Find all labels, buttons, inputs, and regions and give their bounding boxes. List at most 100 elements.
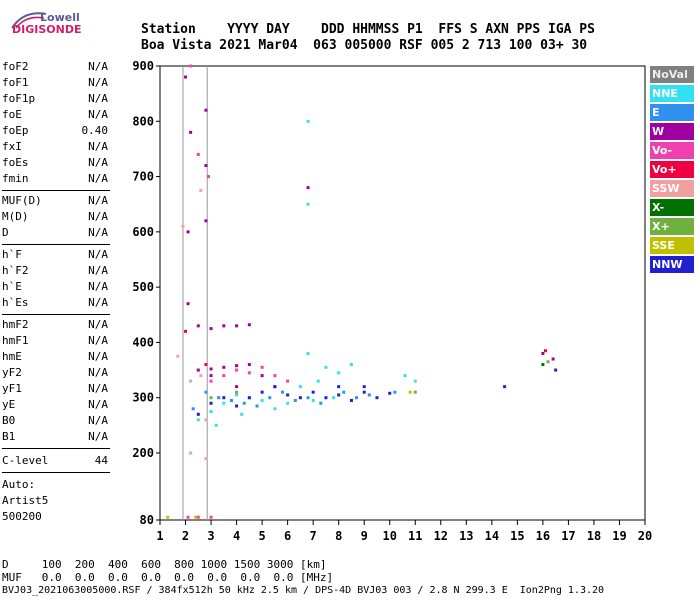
param-value: N/A (88, 76, 108, 89)
param-name: yE (2, 398, 16, 411)
data-point-ssw (199, 374, 203, 378)
auto-text-1: Artist5 (2, 494, 49, 507)
y-tick-label: 300 (132, 391, 154, 405)
param-value: 0.40 (81, 124, 109, 137)
x-tick-label: 7 (310, 529, 317, 543)
legend-item-nne: NNE (650, 85, 694, 102)
param-value: N/A (88, 334, 108, 347)
data-point-ssw (204, 457, 208, 461)
data-point-w (260, 374, 264, 378)
legend-item-e: E (650, 104, 694, 121)
param-g1-4: foEp 0.40 (2, 124, 108, 140)
x-tick-label: 9 (361, 529, 368, 543)
param-value: N/A (88, 92, 108, 105)
param-g1-7: fmin N/A (2, 172, 108, 188)
data-point-nne (286, 401, 290, 405)
data-point-e (217, 396, 221, 400)
param-g1-3: foE N/A (2, 108, 108, 124)
data-point-vo (247, 371, 251, 375)
param-g3-0: h`F N/A (2, 248, 108, 264)
data-point-nnw (311, 390, 315, 394)
param-value: N/A (88, 366, 108, 379)
param-value: N/A (88, 430, 108, 443)
data-point-nnw (362, 390, 366, 394)
data-point-x (546, 360, 550, 364)
data-point-nne (324, 365, 328, 369)
data-point-nne (214, 423, 218, 427)
data-point-nne (403, 374, 407, 378)
data-point-vo (260, 365, 264, 369)
y-tick-label: 80 (140, 513, 154, 527)
data-point-nne (306, 202, 310, 206)
data-point-e (255, 404, 259, 408)
x-tick-label: 16 (536, 529, 550, 543)
data-point-vo (184, 329, 188, 333)
param-g2-2: D N/A (2, 226, 108, 242)
ionogram-plot: 1 2 3 4 5 6 7 8 9 10 11 12 13 14 15 16 17 18 19 20802003004… (132, 59, 652, 543)
data-point-w (541, 351, 545, 355)
param-value: N/A (88, 398, 108, 411)
sidebar-divider (2, 448, 110, 449)
param-value: N/A (88, 172, 108, 185)
auto-text-2: 500200 (2, 510, 42, 523)
data-point-w (186, 230, 190, 234)
param-name: h`E (2, 280, 22, 293)
param-name: foEs (2, 156, 29, 169)
y-tick-label: 500 (132, 280, 154, 294)
param-value: N/A (88, 264, 108, 277)
param-value: N/A (88, 382, 108, 395)
data-point-nne (273, 407, 277, 411)
footer-muf: MUF 0.0 0.0 0.0 0.0 0.0 0.0 0.0 0.0 [MHz… (2, 571, 334, 584)
param-name: hmF2 (2, 318, 29, 331)
param-name: C-level (2, 454, 49, 467)
data-point-e (229, 398, 233, 402)
param-value: N/A (88, 140, 108, 153)
data-point-nnw (260, 390, 264, 394)
x-tick-label: 18 (587, 529, 601, 543)
logo-text-lowell: Lowell (40, 11, 80, 24)
param-g3-2: h`E N/A (2, 280, 108, 296)
param-g1-6: foEs N/A (2, 156, 108, 172)
param-value: N/A (88, 350, 108, 363)
param-name: foEp (2, 124, 29, 137)
data-point-sse (408, 390, 412, 394)
data-point-w (235, 385, 239, 389)
data-point-sse (194, 515, 198, 519)
legend-item-nnw: NNW (650, 256, 694, 273)
x-tick-label: 17 (561, 529, 575, 543)
param-value: N/A (88, 194, 108, 207)
legend-item-ssw: SSW (650, 180, 694, 197)
param-g3-1: h`F2 N/A (2, 264, 108, 280)
auto-text-0: Auto: (2, 478, 36, 491)
header-labels: Station YYYY DAY DDD HHMMSS P1 FFS S AXN… (141, 22, 595, 37)
data-point-e (319, 401, 323, 405)
sidebar-divider (2, 190, 110, 191)
data-point-vo (189, 64, 193, 68)
plot-frame (159, 65, 646, 521)
x-tick-label: 19 (612, 529, 626, 543)
data-point-nne (222, 401, 226, 405)
header-values: Boa Vista 2021 Mar04 063 005000 RSF 005 … (141, 38, 588, 53)
data-point-nne (298, 385, 302, 389)
param-g4-6: B0 N/A (2, 414, 108, 430)
data-point-w (306, 186, 310, 190)
footer-file-info: BVJ03_2021063005000.RSF / 384fx512h 50 k… (2, 585, 605, 596)
param-name: h`Es (2, 296, 29, 309)
param-value: 44 (94, 454, 108, 467)
param-g2-0: MUF(D) N/A (2, 194, 108, 210)
param-g4-3: yF2 N/A (2, 366, 108, 382)
data-point-e (242, 401, 246, 405)
param-g3-3: h`Es N/A (2, 296, 108, 312)
param-name: fxI (2, 140, 22, 153)
data-point-nnw (209, 401, 213, 405)
sidebar-divider (2, 472, 110, 473)
x-tick-label: 6 (284, 529, 291, 543)
param-name: foE (2, 108, 22, 121)
x-tick-label: 10 (383, 529, 397, 543)
data-point-w (204, 108, 208, 112)
x-tick-label: 2 (182, 529, 189, 543)
param-value: N/A (88, 226, 108, 239)
data-point-x (541, 363, 545, 367)
data-point-w (184, 75, 188, 79)
data-point-ssw (176, 354, 180, 358)
